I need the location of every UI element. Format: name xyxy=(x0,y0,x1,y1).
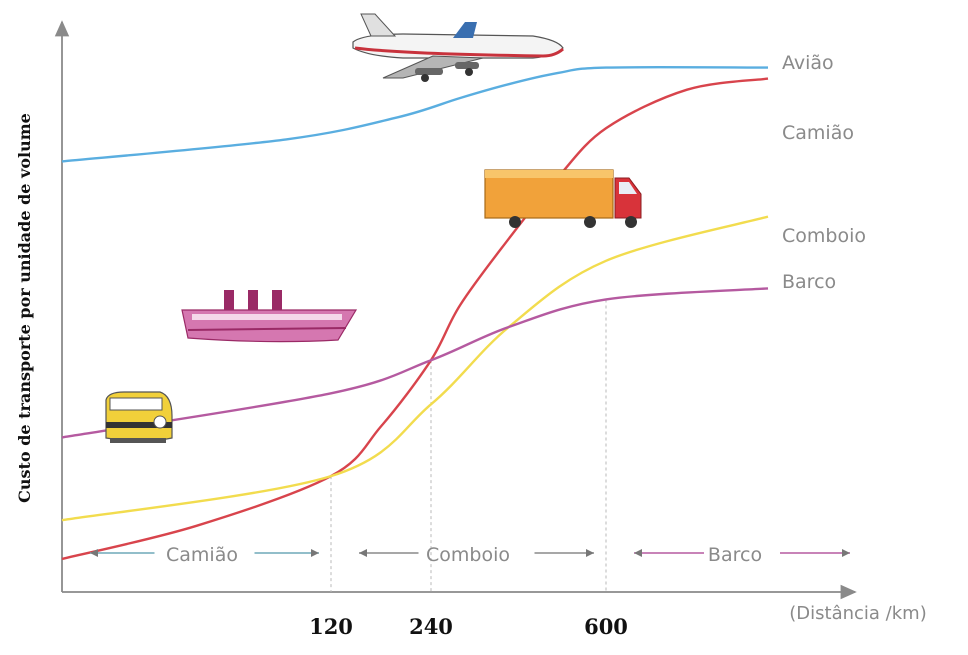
series-line-0 xyxy=(61,66,769,163)
ship-icon xyxy=(181,290,358,343)
train-icon xyxy=(105,391,173,443)
series-line-2 xyxy=(61,215,769,522)
zone-arrows xyxy=(90,549,850,557)
zone-arrow-1 xyxy=(359,549,594,557)
zone-arrow-2 xyxy=(634,549,850,557)
x-tick-600: 600 xyxy=(584,614,628,639)
series-label-barco: Barco xyxy=(782,271,836,293)
x-axis-label: (Distância /km) xyxy=(789,603,926,624)
crossover-guides xyxy=(330,299,607,592)
x-tick-240: 240 xyxy=(409,614,453,639)
series-lines xyxy=(61,66,769,561)
y-axis-label: Custo de transporte por unidade de volum… xyxy=(15,113,34,503)
truck-icon xyxy=(484,169,642,228)
series-label-comboio: Comboio xyxy=(782,225,866,247)
airplane-icon xyxy=(352,13,564,82)
series-label-aviao: Avião xyxy=(782,52,834,74)
series-line-1 xyxy=(61,77,769,561)
zone-label-comboio: Comboio xyxy=(426,544,510,566)
zone-label-camiao: Camião xyxy=(166,544,238,566)
series-label-camiao: Camião xyxy=(782,122,854,144)
series-line-3 xyxy=(61,287,769,439)
zone-arrow-0 xyxy=(90,549,319,557)
x-tick-120: 120 xyxy=(309,614,353,639)
zone-label-barco: Barco xyxy=(708,544,762,566)
